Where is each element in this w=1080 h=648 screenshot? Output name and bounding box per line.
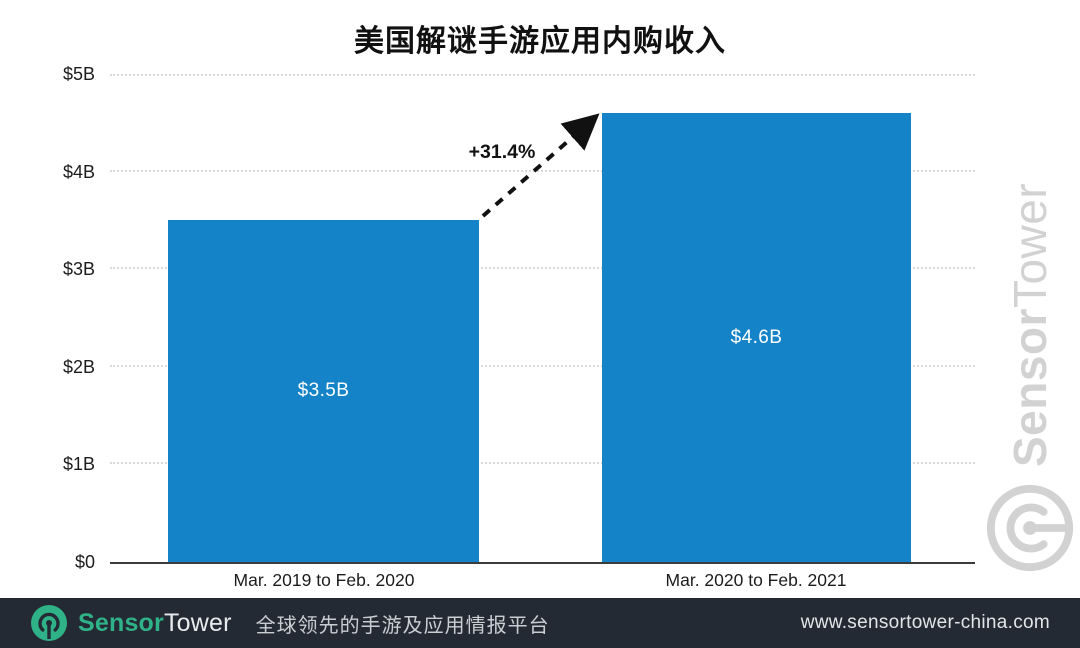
x-tick-period-2: Mar. 2020 to Feb. 2021 (665, 570, 847, 590)
y-tick-5b: $5B (62, 64, 95, 84)
y-tick-1b: $1B (62, 454, 95, 474)
footer-tagline: 全球领先的手游及应用情报平台 (255, 614, 550, 637)
bar-2019-2020: $3.5B (168, 220, 479, 562)
growth-percentage-label: +31.4% (468, 141, 536, 163)
y-tick-2b: $2B (62, 357, 95, 377)
gridline-2b (110, 364, 975, 367)
footer-brand: SensorTower 全球领先的手游及应用情报平台 (30, 604, 550, 642)
bar-value-label: $4.6B (730, 326, 783, 348)
plot-area: $3.5B $4.6B (110, 74, 975, 564)
x-tick-period-1: Mar. 2019 to Feb. 2020 (233, 570, 415, 590)
gridline-3b (110, 267, 975, 270)
bar-2020-2021: $4.6B (602, 113, 911, 562)
sensortower-logo-icon (986, 484, 1074, 572)
sensortower-logo-icon (31, 605, 67, 641)
gridline-1b (110, 462, 975, 465)
chart-title: 美国解谜手游应用内购收入 (354, 25, 726, 58)
watermark-text: SensorTower (1004, 182, 1056, 467)
sensortower-watermark: SensorTower (982, 105, 1078, 575)
footer-brand-text: SensorTower (78, 608, 232, 637)
gridline-5b (110, 74, 975, 76)
x-axis-baseline (110, 562, 975, 564)
bar-value-label: $3.5B (297, 380, 350, 402)
footer-bar: SensorTower 全球领先的手游及应用情报平台 www.sensortow… (0, 598, 1080, 648)
footer-website-url: www.sensortower-china.com (800, 612, 1050, 633)
y-tick-0: $0 (74, 552, 95, 572)
y-tick-3b: $3B (62, 259, 95, 279)
y-tick-4b: $4B (62, 162, 95, 182)
